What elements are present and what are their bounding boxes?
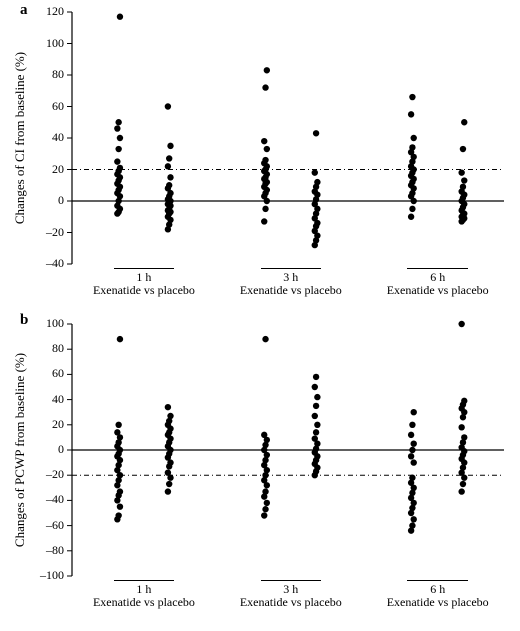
- ytick-label: 40: [32, 130, 64, 145]
- ytick-label: –20: [32, 467, 64, 482]
- y-axis-label-a: Changes of CI from baseline (%): [12, 38, 28, 238]
- ytick-label: 80: [32, 67, 64, 82]
- ytick-label: 100: [32, 316, 64, 331]
- ytick-label: –40: [32, 256, 64, 271]
- ytick-label: 40: [32, 392, 64, 407]
- panel-label-a: a: [20, 2, 28, 19]
- figure-container: a –40 –20 0 20 40 60 80 100 120 Changes of CI from…: [0, 0, 520, 631]
- comparison-label: Exenatide vs placebo: [378, 284, 498, 297]
- ytick-label: –40: [32, 492, 64, 507]
- ytick-label: 20: [32, 417, 64, 432]
- ytick-label: 20: [32, 162, 64, 177]
- panel-label-b: b: [20, 312, 28, 329]
- group-label: 6 hExenatide vs placebo: [378, 268, 498, 297]
- ytick-label: 0: [32, 442, 64, 457]
- ytick-label: 60: [32, 99, 64, 114]
- ytick-label: –60: [32, 518, 64, 533]
- ytick-label: –20: [32, 225, 64, 240]
- ytick-label: 80: [32, 341, 64, 356]
- ytick-label: 120: [32, 4, 64, 19]
- y-axis-label-b: Changes of PCWP from baseline (%): [12, 350, 28, 550]
- group-label: 1 hExenatide vs placebo: [84, 268, 204, 297]
- comparison-label: Exenatide vs placebo: [84, 284, 204, 297]
- group-label: 3 hExenatide vs placebo: [231, 268, 351, 297]
- comparison-label: Exenatide vs placebo: [231, 284, 351, 297]
- ytick-label: –80: [32, 543, 64, 558]
- plot-svg-b: [0, 0, 520, 631]
- plot-svg-a: [0, 0, 520, 631]
- ytick-label: –100: [32, 568, 64, 583]
- ytick-label: 60: [32, 366, 64, 381]
- ytick-label: 100: [32, 36, 64, 51]
- group-label: 1 hExenatide vs placebo: [84, 580, 204, 609]
- comparison-label: Exenatide vs placebo: [231, 596, 351, 609]
- group-label: 6 hExenatide vs placebo: [378, 580, 498, 609]
- group-label: 3 hExenatide vs placebo: [231, 580, 351, 609]
- comparison-label: Exenatide vs placebo: [378, 596, 498, 609]
- ytick-label: 0: [32, 193, 64, 208]
- comparison-label: Exenatide vs placebo: [84, 596, 204, 609]
